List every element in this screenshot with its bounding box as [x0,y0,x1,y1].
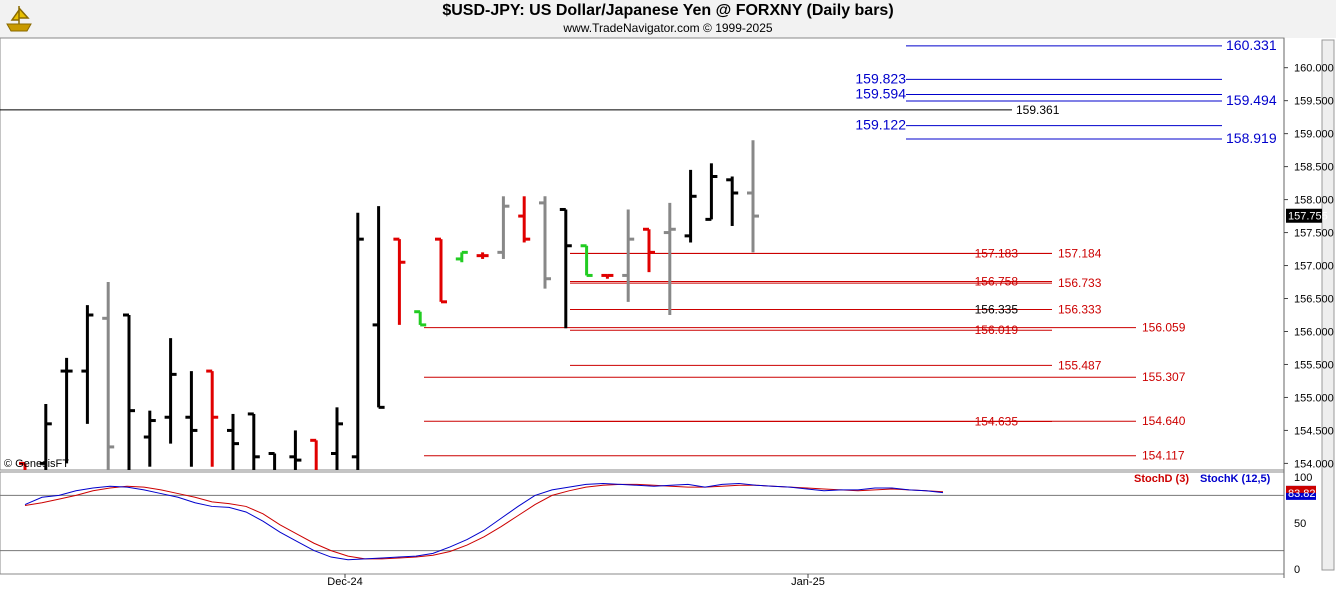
price-tick-label: 155.000 [1294,392,1334,404]
ohlc-bar [663,202,676,316]
ohlc-bar [601,273,614,279]
ohlc-bar [476,252,489,259]
price-tick-label: 159.500 [1294,96,1334,108]
ohlc-bar [247,412,260,470]
chart-title: $USD-JPY: US Dollar/Japanese Yen @ FORXN… [442,2,894,19]
current-price-label: 157.755 [1288,211,1328,223]
ohlc-bar [643,227,655,273]
level-label: 156.333 [1058,303,1102,317]
price-tick-label: 158.500 [1294,162,1334,174]
price-content [0,45,1222,470]
stoch-legend-entry: StochD (3) [1134,473,1189,485]
level-label: 156.019 [975,323,1019,337]
price-tick-label: 159.000 [1294,129,1334,141]
ohlc-bar [164,338,177,444]
price-tick-label: 154.000 [1294,458,1334,470]
level-label: 160.331 [1226,37,1277,53]
ohlc-bar [351,212,364,470]
ohlc-bar [539,196,551,289]
price-tick-label: 156.500 [1294,294,1334,306]
level-label: 154.640 [1142,414,1186,428]
chart-header: $USD-JPY: US Dollar/Japanese Yen @ FORXN… [0,0,1336,38]
level-label: 159.594 [855,85,906,101]
ohlc-bar [143,410,156,467]
stoch-tick-label: 50 [1294,518,1306,530]
price-tick-label: 158.000 [1294,195,1334,207]
ohlc-bar [580,244,593,277]
ohlc-bar [414,310,427,327]
level-label: 154.117 [1142,449,1185,463]
level-label: 159.361 [1016,103,1060,117]
ohlc-bar [185,371,198,467]
ohlc-bar [60,357,73,464]
ohlc-bar [268,452,277,470]
stoch-legend-entry: StochK (12,5) [1200,473,1271,485]
level-label: 154.635 [975,415,1019,429]
ohlc-bar [393,237,406,325]
ohlc-bar [310,438,318,470]
level-label: 157.184 [1058,246,1102,260]
stoch-value-label: 83.82 [1288,488,1316,500]
x-tick-label: Jan-25 [791,576,825,588]
ohlc-bar [123,313,135,470]
level-label: 156.758 [975,275,1019,289]
current-price-box [1286,208,1322,223]
level-label: 156.059 [1142,321,1186,335]
level-label: 158.919 [1226,130,1277,146]
stochastic-panel: StochD (3) StochK (12,5) [0,471,1285,575]
ohlc-bar [497,196,510,259]
watermark: © GenesisFT [4,458,69,470]
trade-navigator-ship-logo-icon [6,6,32,32]
ohlc-bar [39,404,52,470]
stoch-tick-label: 0 [1294,564,1300,576]
ohlc-bar [227,413,239,470]
chart-subtitle: www.TradeNavigator.com © 1999-2025 [563,21,773,35]
level-label: 159.494 [1226,92,1277,108]
level-label: 157.183 [975,246,1019,260]
ohlc-bar [726,176,739,226]
ohlc-bar [289,430,302,470]
level-label: 155.487 [1058,358,1102,372]
ohlc-bar [622,209,635,302]
stochastic-plot-area [0,471,1285,575]
price-tick-label: 157.500 [1294,228,1334,240]
ohlc-bar [684,169,697,243]
stoch-tick-label: 100 [1294,472,1312,484]
ohlc-bar [455,250,468,263]
ohlc-bar [518,196,531,243]
stochastic-content [0,482,1284,561]
ohlc-bar [331,407,343,470]
ohlc-bar [747,140,759,253]
price-tick-label: 160.000 [1294,63,1334,75]
level-label: 159.823 [855,70,906,86]
ohlc-bar [81,305,94,424]
ohlc-bar [705,163,718,221]
price-tick-label: 155.500 [1294,359,1334,371]
price-tick-label: 157.000 [1294,261,1334,273]
price-tick-label: 154.500 [1294,425,1334,437]
stoch-value-box-top [1286,485,1316,493]
level-label: 155.307 [1142,370,1186,384]
scroll-track [1321,39,1335,571]
ohlc-bar [19,461,27,470]
axes: 160.000 159.500 159.000 158.500 158.000 157.5… [327,38,1336,591]
ohlc-bar [559,207,572,329]
ohlc-bar [435,237,447,304]
ohlc-bar [102,282,115,470]
ohlc-bar [206,369,219,467]
ohlc-bar [372,206,385,409]
level-label: 156.335 [975,302,1019,316]
stoch-series-line [24,482,944,561]
x-tick-label: Dec-24 [327,576,362,588]
price-tick-label: 156.000 [1294,326,1334,338]
level-label: 156.733 [1058,276,1102,290]
level-label: 159.122 [855,117,906,133]
